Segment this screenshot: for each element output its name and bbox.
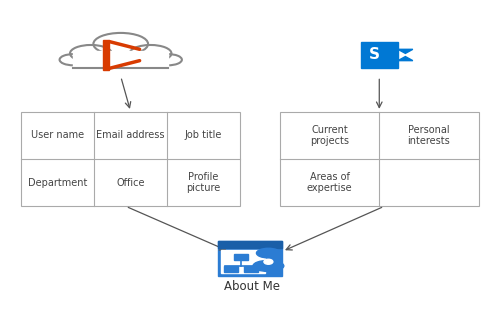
Ellipse shape [154, 54, 182, 65]
Text: Personal
interests: Personal interests [408, 125, 451, 146]
Bar [71, 57, 170, 69]
Bar [104, 40, 110, 70]
Text: Job title: Job title [185, 130, 222, 140]
Text: Current
projects: Current projects [310, 125, 349, 146]
Text: Email address: Email address [96, 130, 165, 140]
Ellipse shape [253, 260, 284, 272]
Ellipse shape [60, 54, 88, 65]
Bar [74, 51, 168, 68]
Polygon shape [398, 57, 413, 61]
Bar [221, 250, 265, 273]
Bar [280, 112, 478, 206]
Text: Profile
picture: Profile picture [186, 172, 220, 193]
Bar [224, 266, 237, 272]
Ellipse shape [256, 248, 280, 258]
Text: S: S [369, 47, 380, 62]
Ellipse shape [264, 259, 273, 264]
Bar [218, 241, 282, 276]
Ellipse shape [94, 33, 148, 55]
Text: User name: User name [31, 130, 84, 140]
Polygon shape [398, 49, 413, 53]
Text: Department: Department [28, 178, 88, 188]
Text: Office: Office [116, 178, 145, 188]
Bar [234, 253, 247, 260]
Text: Areas of
expertise: Areas of expertise [306, 172, 352, 193]
Bar [244, 266, 258, 272]
Bar [360, 42, 398, 68]
Bar [218, 241, 282, 248]
Ellipse shape [130, 45, 172, 62]
Text: About Me: About Me [224, 280, 280, 294]
Bar [22, 112, 240, 206]
Ellipse shape [70, 45, 112, 62]
